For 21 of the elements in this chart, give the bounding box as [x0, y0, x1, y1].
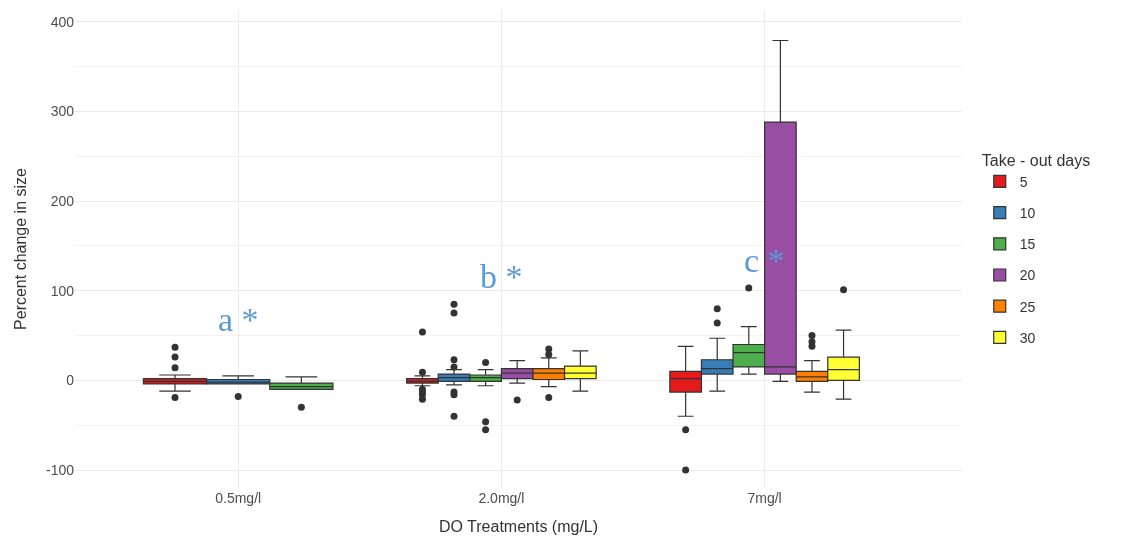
y-tick-label: -100 [45, 461, 75, 478]
y-tick-label: 100 [50, 282, 75, 299]
annotation: c * [744, 242, 785, 279]
legend-title: Take - out days [981, 151, 1091, 169]
y-tick-label: 0 [66, 372, 75, 389]
x-axis-title: DO Treatments (mg/L) [438, 517, 599, 535]
x-tick-label: 0.5mg/l [215, 490, 262, 506]
legend-label: 15 [1019, 236, 1036, 253]
y-tick-label: 400 [50, 13, 75, 30]
y-tick-label: 200 [50, 192, 75, 209]
legend-label: 30 [1019, 329, 1036, 346]
legend-label: 5 [1019, 173, 1028, 190]
annotation: a * [218, 301, 259, 338]
annotation: b * [480, 258, 523, 295]
legend-label: 25 [1019, 298, 1036, 315]
x-tick-label: 2.0mg/l [478, 490, 525, 506]
x-tick-label: 7mg/l [747, 490, 782, 506]
legend-label: 10 [1019, 205, 1036, 222]
y-tick-label: 300 [50, 103, 75, 120]
legend-label: 20 [1019, 267, 1036, 284]
y-axis-title: Percent change in size [11, 167, 29, 330]
